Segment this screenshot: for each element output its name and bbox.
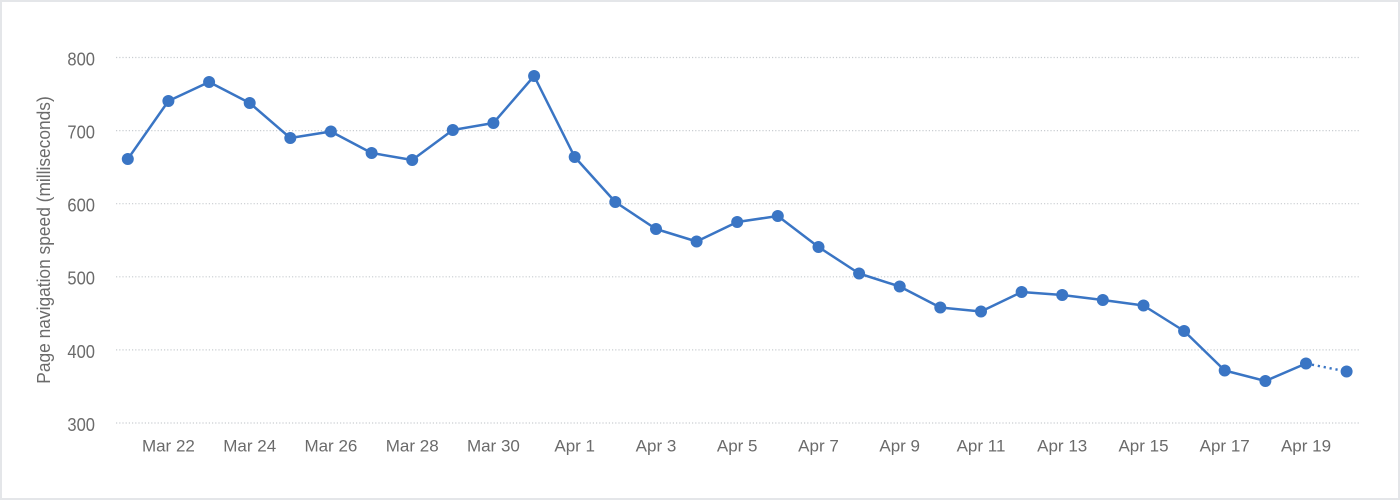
svg-text:400: 400 [67,342,95,362]
svg-text:Apr 11: Apr 11 [957,437,1006,456]
svg-text:Mar 30: Mar 30 [467,437,520,456]
svg-text:700: 700 [67,123,95,143]
svg-text:Mar 22: Mar 22 [142,437,195,456]
svg-text:Mar 26: Mar 26 [304,437,357,456]
svg-text:Apr 9: Apr 9 [879,437,920,456]
svg-text:Apr 19: Apr 19 [1281,437,1331,456]
svg-text:Apr 1: Apr 1 [554,437,595,456]
svg-text:Apr 7: Apr 7 [798,437,839,456]
svg-text:800: 800 [67,49,95,69]
svg-text:Apr 3: Apr 3 [636,437,677,456]
svg-text:500: 500 [67,269,95,289]
svg-text:Mar 24: Mar 24 [223,437,276,456]
svg-text:Apr 13: Apr 13 [1037,437,1087,456]
svg-text:Apr 15: Apr 15 [1118,437,1168,456]
svg-text:600: 600 [67,196,95,216]
svg-text:Apr 17: Apr 17 [1200,437,1250,456]
svg-text:Mar 28: Mar 28 [386,437,439,456]
svg-text:Apr 5: Apr 5 [717,437,758,456]
svg-text:Page navigation speed (millise: Page navigation speed (milliseconds) [34,96,54,384]
svg-text:300: 300 [67,415,95,435]
